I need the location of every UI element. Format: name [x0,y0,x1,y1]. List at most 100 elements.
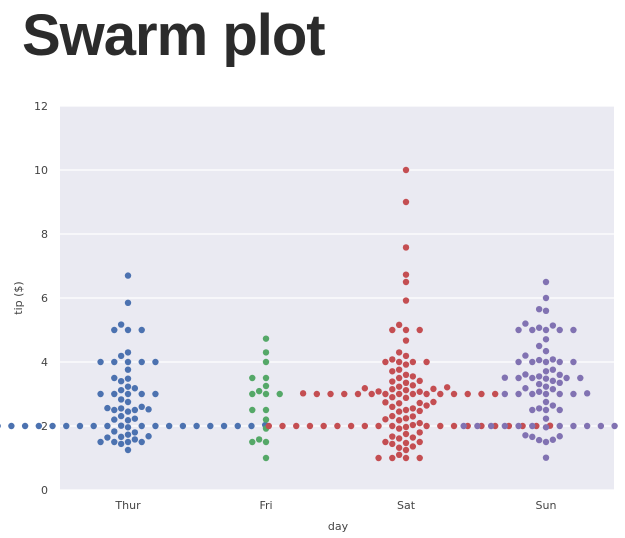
swarm-point [402,379,410,386]
swarm-point [382,399,389,406]
swarm-point [549,402,557,409]
swarm-point [262,382,270,390]
swarm-point [409,405,417,412]
swarm-point [97,438,104,446]
swarm-point [395,451,403,458]
swarm-point [152,390,159,398]
swarm-point [117,396,125,403]
swarm-point [409,373,417,380]
swarm-point [402,394,410,402]
swarm-point [542,368,550,375]
swarm-point [262,406,270,414]
swarm-point [382,438,389,446]
swarm-point [423,390,430,398]
swarm-point [97,390,104,398]
swarm-point [389,368,396,375]
swarm-point [416,399,423,407]
swarm-point [570,358,577,366]
swarm-point [563,374,570,382]
swarm-point [549,322,557,329]
swarm-point [542,294,550,302]
swarm-point [556,379,563,386]
swarm-point [570,422,577,430]
swarm-point [535,380,543,388]
swarm-point [542,358,550,366]
swarm-point [334,422,341,430]
swarm-point [409,382,417,389]
swarm-point [402,271,410,278]
swarm-point [375,422,382,430]
swarm-point [389,394,396,401]
swarm-point [138,422,145,430]
swarm-point [402,406,410,414]
swarm-point [416,438,423,446]
swarm-point [402,386,410,394]
swarm-point [104,404,111,412]
x-axis-label: day [328,520,349,533]
swarm-point [395,444,403,451]
swarm-point [262,335,270,342]
swarm-point [104,434,111,441]
swarm-point [138,438,145,446]
swarm-point [402,454,410,462]
swarm-point [63,422,70,430]
swarm-point [76,422,84,430]
swarm-point [542,326,550,334]
swarm-point [382,390,389,398]
swarm-point [389,440,396,448]
swarm-point [529,406,536,414]
swarm-point [416,377,423,385]
swarm-point [402,430,410,438]
swarm-point [529,433,536,441]
swarm-point [478,390,485,398]
swarm-point [487,422,495,430]
y-tick-label: 8 [41,228,48,241]
swarm-point [117,412,125,420]
swarm-point [549,436,557,443]
swarm-point [117,440,125,448]
swarm-point [402,371,410,378]
swarm-point [193,422,200,430]
swarm-point [460,422,467,430]
swarm-point [97,358,104,366]
swarm-point [207,422,214,430]
swarm-point [138,403,145,410]
swarm-point [124,431,132,438]
swarm-point [361,385,369,392]
swarm-point [90,422,97,430]
swarm-point [542,398,550,406]
swarm-point [389,356,396,363]
y-tick-label: 2 [41,420,48,433]
swarm-point [389,412,396,420]
swarm-point [542,383,550,390]
swarm-point [124,390,132,398]
swarm-point [165,422,173,430]
swarm-point [535,405,543,412]
swarm-point [262,349,270,356]
swarm-points [0,166,618,462]
swarm-point [389,386,396,393]
swarm-point [306,422,314,430]
swarm-point [402,198,410,206]
swarm-point [395,425,403,432]
swarm-point [529,358,536,366]
swarm-point [522,385,529,392]
y-tick-label: 6 [41,292,48,305]
swarm-point [402,278,410,286]
swarm-point [583,390,591,397]
swarm-point [409,413,417,420]
swarm-point [437,422,444,430]
swarm-point [416,388,423,395]
swarm-point [131,436,139,443]
swarm-point [522,352,529,359]
swarm-point [124,417,132,424]
swarm-point [464,390,471,398]
swarm-point [389,403,396,410]
swarm-point [124,366,132,373]
swarm-point [117,422,125,429]
swarm-point [131,415,139,422]
swarm-point [395,390,403,398]
swarm-point [515,390,522,398]
swarm-point [556,406,563,414]
